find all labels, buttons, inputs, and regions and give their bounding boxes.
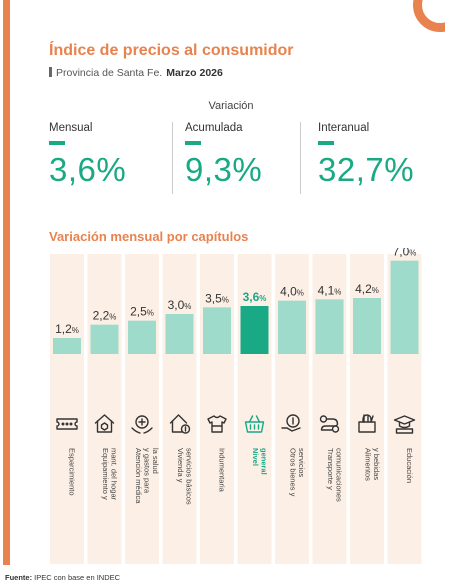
- bar-value-label: 7,0%: [393, 248, 417, 259]
- bar: [165, 314, 194, 354]
- bar: [203, 307, 231, 354]
- summary-value: 32,7%: [318, 151, 415, 188]
- bar-value-label: 4,0%: [280, 285, 304, 299]
- summary-label: Interanual: [318, 122, 370, 134]
- category-label: mant. del hogar: [109, 448, 118, 501]
- variation-title: Variación: [208, 100, 254, 112]
- category-label: y bebidas: [372, 448, 381, 480]
- bar: [240, 306, 269, 354]
- house-shield-icon: [94, 414, 115, 433]
- page-title: Índice de precios al consumidor: [49, 42, 294, 59]
- bar-value-label: 3,5%: [205, 291, 229, 305]
- column-background: [275, 254, 309, 564]
- column-background: [162, 254, 197, 564]
- coin-hand-icon: [281, 414, 301, 432]
- category-label: Equipamiento y: [101, 448, 110, 500]
- graduation-cap-icon: [393, 415, 416, 434]
- chart-title: Variación mensual por capítulos: [49, 229, 249, 244]
- category-label: Vivienda y: [176, 448, 185, 483]
- bar-value-label: 1,2%: [55, 322, 79, 336]
- source-text: IPEC con base en INDEC: [32, 573, 121, 582]
- column-background: [87, 254, 122, 564]
- category-label: y gastos para: [143, 448, 152, 494]
- source-label: Fuente:: [5, 573, 33, 582]
- category-label: Alimentos: [363, 448, 372, 481]
- bar: [315, 299, 344, 354]
- category-label: comunicaciones: [334, 448, 343, 502]
- summary-divider: [300, 122, 301, 194]
- bar: [128, 320, 156, 354]
- summary-monthly: Mensual 3,6%: [49, 122, 126, 200]
- column-background: [50, 254, 84, 564]
- chapters-bar-chart: 1,2% Esparcimiento 2,2% Equipamiento y mant.…: [50, 248, 422, 564]
- subtitle-marker: [49, 67, 52, 77]
- column-background: [125, 254, 159, 564]
- bar-value-label: 3,6%: [243, 290, 267, 304]
- category-label: Educación: [405, 448, 414, 483]
- category-label: Indumentaria: [218, 448, 227, 493]
- period-label: Marzo 2026: [166, 67, 223, 79]
- summary-label: Mensual: [49, 122, 93, 134]
- ticket-icon: [56, 418, 78, 430]
- medical-cross-icon: [131, 415, 153, 434]
- summary-marker: [49, 141, 65, 145]
- bar-value-label: 4,2%: [355, 282, 379, 296]
- category-label: Otros bienes y: [288, 448, 297, 497]
- shirt-icon: [207, 415, 227, 433]
- category-label: Atención médica: [134, 448, 143, 504]
- category-label: servicios: [297, 448, 306, 477]
- bar: [390, 260, 419, 354]
- category-label: general: [259, 448, 268, 475]
- summary-yearly: Interanual 32,7%: [318, 122, 414, 200]
- category-label: Esparcimiento: [68, 448, 77, 496]
- summary-marker: [318, 141, 334, 145]
- category-label: Nivel: [251, 448, 260, 466]
- route-icon: [319, 415, 340, 433]
- summary-cumulative: Acumulada 9,3%: [185, 122, 262, 200]
- subtitle: Provincia de Santa Fe. Marzo 2026: [49, 67, 223, 79]
- bar: [278, 300, 306, 354]
- bar-value-label: 3,0%: [168, 298, 192, 312]
- bar-value-label: 2,5%: [130, 305, 154, 319]
- bar-value-label: 4,1%: [318, 283, 342, 297]
- category-label: servicios básicos: [184, 448, 193, 505]
- house-bill-icon: [169, 414, 191, 434]
- bar-value-label: 2,2%: [93, 309, 117, 323]
- summary-divider: [172, 122, 173, 194]
- corner-decoration: [413, 0, 445, 32]
- summary-value: 9,3%: [185, 151, 263, 188]
- bar: [53, 338, 81, 354]
- region-label: Provincia de Santa Fe.: [56, 67, 163, 79]
- summary-value: 3,6%: [49, 151, 127, 188]
- category-label: Transporte y: [326, 448, 335, 490]
- bar: [90, 324, 119, 354]
- column-background: [237, 254, 272, 564]
- ipc-card: Índice de precios al consumidor Provinci…: [3, 0, 445, 565]
- bar: [353, 298, 381, 354]
- basket-icon: [244, 415, 265, 433]
- column-background: [200, 254, 234, 564]
- category-label: la salud: [151, 448, 160, 474]
- grocery-bag-icon: [358, 414, 376, 433]
- summary-marker: [185, 141, 201, 145]
- summary-label: Acumulada: [185, 122, 243, 134]
- source-note: Fuente: IPEC con base en INDEC: [5, 573, 120, 582]
